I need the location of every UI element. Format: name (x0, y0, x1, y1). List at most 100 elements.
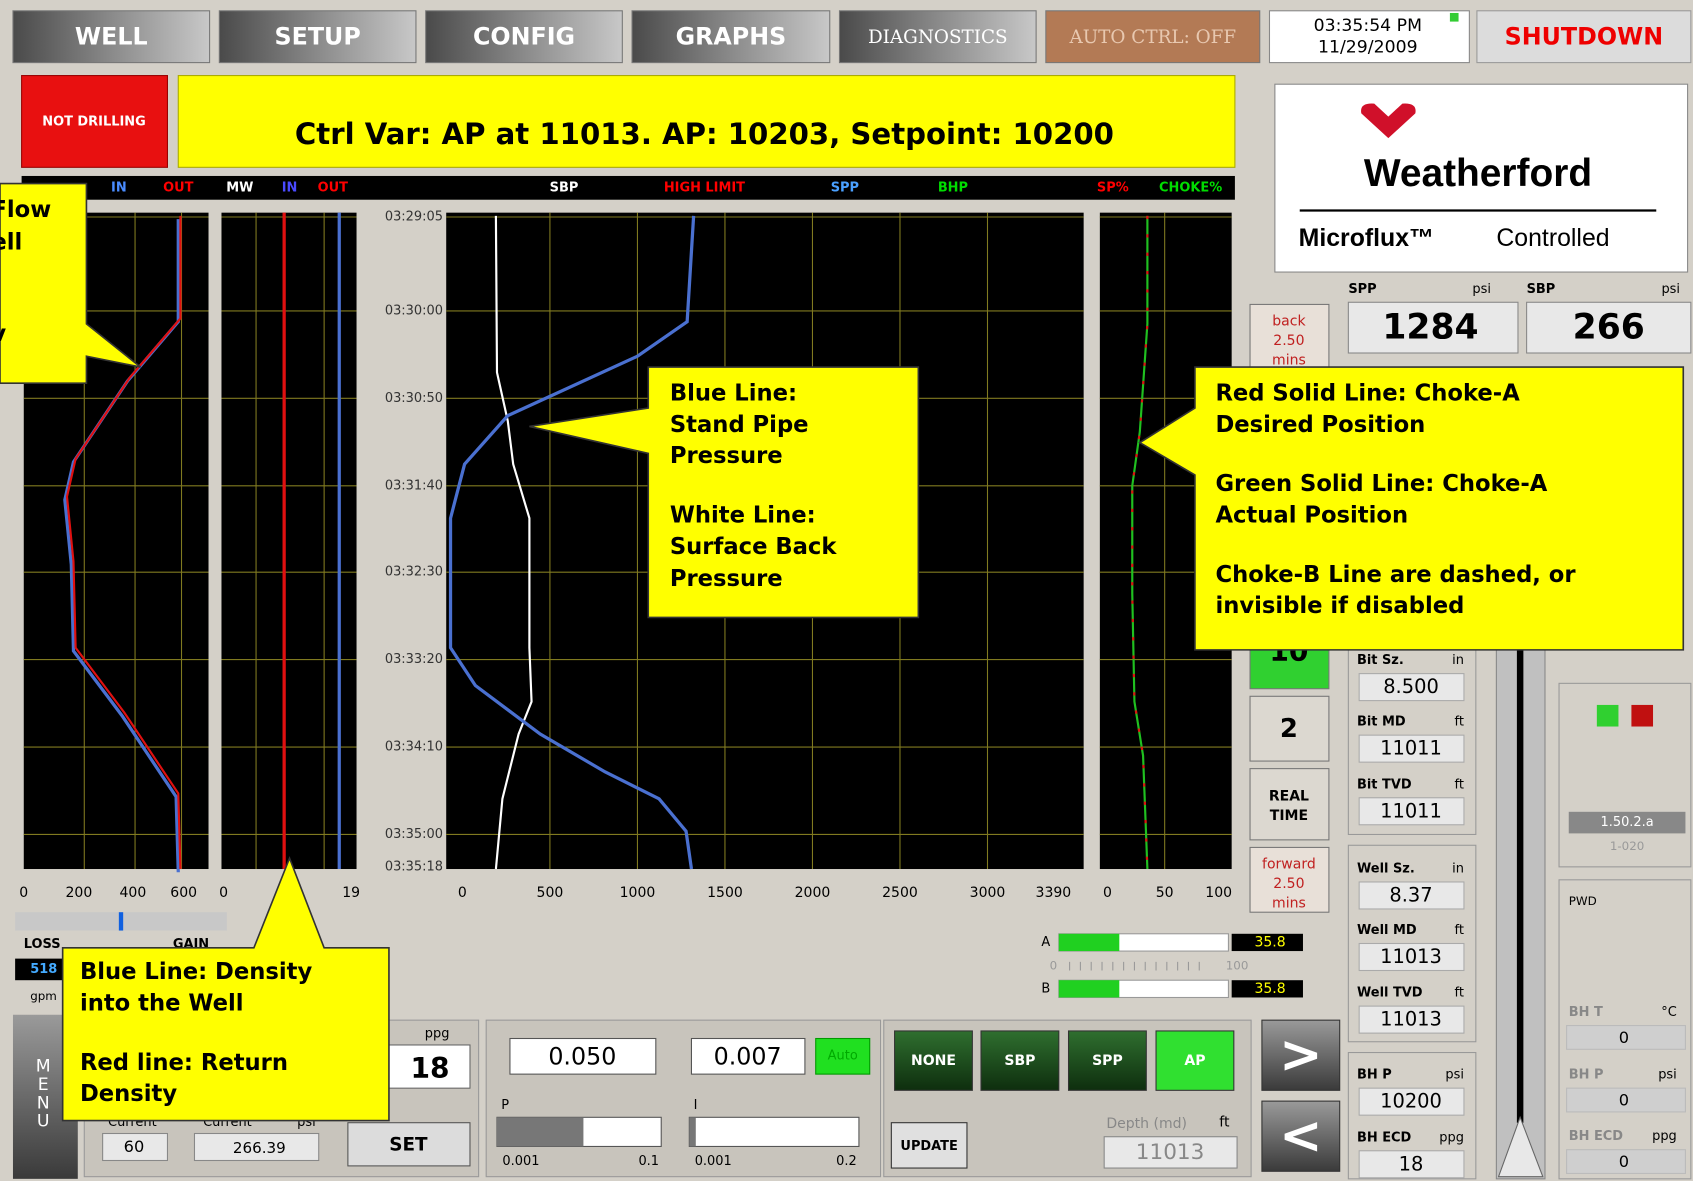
arrow-button[interactable] (1261, 1019, 1341, 1091)
shutdown-button[interactable] (1476, 10, 1692, 64)
nav-button[interactable] (1045, 10, 1261, 64)
choke-scale: 100 (1226, 959, 1249, 973)
nav-button[interactable] (631, 10, 831, 64)
time-button[interactable] (1249, 846, 1330, 913)
choke-value: 35.8 (1254, 981, 1285, 997)
mode-button[interactable] (1067, 1030, 1147, 1091)
nav-label: AUTO CTRL: OFF (1068, 27, 1236, 48)
callout-text: Density (80, 1081, 177, 1107)
time-label: 03:31:40 (385, 478, 443, 493)
info-value: 10200 (1380, 1090, 1442, 1113)
time-button[interactable] (1249, 303, 1330, 368)
readout-label: SPP (1348, 282, 1376, 297)
readout-unit: psi (1472, 282, 1491, 297)
readout-label: SBP (1527, 282, 1556, 297)
nav-button[interactable] (425, 10, 623, 64)
pwd-unit: °C (1661, 1005, 1677, 1020)
nav-button[interactable] (218, 10, 417, 64)
realtime-label[interactable]: TIME (1270, 808, 1308, 824)
pwd-label: BH ECD (1569, 1129, 1624, 1144)
graph-header-label: IN (111, 180, 127, 195)
info-value: 11011 (1380, 799, 1442, 822)
axis-label: 2500 (882, 885, 918, 901)
info-value: 8.500 (1383, 675, 1439, 698)
forward-label[interactable]: mins (1272, 896, 1306, 912)
info-value: 11013 (1380, 945, 1442, 968)
callout-text: Pressure (670, 566, 783, 592)
value-box (509, 1037, 657, 1075)
time-button[interactable] (1249, 695, 1330, 762)
back-label[interactable]: mins (1272, 353, 1306, 369)
nav-button[interactable] (838, 10, 1037, 64)
pwd-unit: psi (1658, 1068, 1677, 1083)
back-label[interactable]: 2.50 (1273, 333, 1304, 349)
callout-text: Surface Back (670, 534, 838, 560)
auto-label[interactable]: Auto (828, 1048, 858, 1063)
back-label[interactable]: back (1272, 314, 1306, 330)
readout-value: 266 (1573, 308, 1645, 348)
value-box (690, 1037, 806, 1075)
arrow-label[interactable]: > (1279, 1025, 1322, 1085)
graph-header-label: OUT (163, 180, 194, 195)
pid-bar-fill (496, 1117, 584, 1147)
arrow-button[interactable] (1261, 1100, 1341, 1172)
time-label: 03:33:20 (385, 652, 443, 667)
led (1631, 704, 1654, 727)
mode-label[interactable]: SBP (1004, 1053, 1035, 1069)
mode-label[interactable]: NONE (911, 1053, 956, 1069)
axis-label: 100 (1205, 885, 1232, 901)
time-label: 03:35:18 (385, 859, 443, 874)
callout-text: Flow (0, 197, 51, 223)
info-value: 11011 (1380, 737, 1442, 760)
callout-text: Pressure (670, 443, 783, 469)
mode-label[interactable]: SPP (1092, 1053, 1123, 1069)
mode-label[interactable]: AP (1184, 1053, 1205, 1069)
info-label: Well TVD (1357, 986, 1423, 1001)
set-button[interactable] (347, 1122, 471, 1167)
choke-value: 35.8 (1254, 934, 1285, 950)
graph-header-label: MW (226, 180, 253, 195)
update-button[interactable] (890, 1122, 968, 1169)
update-label[interactable]: UPDATE (900, 1139, 957, 1154)
axis-label: 1500 (707, 885, 743, 901)
nav-button[interactable] (12, 10, 211, 64)
info-label: Well MD (1357, 923, 1417, 938)
flow-unit: gpm (30, 989, 57, 1003)
axis-label: 50 (1156, 885, 1174, 901)
time-label: 03:30:50 (385, 391, 443, 406)
set-label[interactable]: SET (389, 1134, 428, 1155)
readout-unit: psi (1661, 282, 1680, 297)
axis-label: 0 (458, 885, 467, 901)
graph-header-label: HIGH LIMIT (664, 180, 745, 195)
pwd-panel (1558, 682, 1692, 868)
info-label: BH ECD (1357, 1130, 1412, 1145)
flow-value: 518 (30, 962, 57, 977)
mode-button[interactable] (894, 1030, 973, 1091)
mode-button[interactable] (1155, 1030, 1235, 1091)
arrow-label[interactable]: < (1279, 1106, 1322, 1166)
mode-button[interactable] (980, 1030, 1060, 1091)
forward-label[interactable]: forward (1262, 857, 1316, 873)
axis-label: 0 (19, 885, 28, 901)
pid-max: 0.1 (638, 1154, 659, 1169)
graph-header-label: CHOKE% (1159, 180, 1222, 195)
gauge-marker (1497, 1115, 1544, 1178)
menu-letter: M (36, 1057, 51, 1077)
choke-value-box (1231, 933, 1303, 952)
pid-min: 0.001 (502, 1154, 539, 1169)
callout-text: Choke-B Line are dashed, or (1215, 562, 1576, 588)
realtime-label[interactable]: REAL (1269, 789, 1309, 805)
pid-label: P (501, 1098, 509, 1113)
pwd-value: 0 (1619, 1152, 1629, 1171)
choke-actual-curve (1131, 215, 1149, 870)
info-unit: ft (1455, 715, 1464, 730)
preset-label[interactable]: 2 (1280, 714, 1298, 744)
forward-label[interactable]: 2.50 (1273, 876, 1304, 892)
time-button[interactable] (1249, 768, 1330, 841)
auto-button[interactable] (815, 1037, 871, 1075)
status-indicator (21, 75, 169, 168)
setpoint-unit: ppg (425, 1027, 450, 1042)
axis-label: 3390 (1036, 885, 1072, 901)
pid-bar (688, 1116, 860, 1147)
pid-label: I (694, 1098, 698, 1113)
